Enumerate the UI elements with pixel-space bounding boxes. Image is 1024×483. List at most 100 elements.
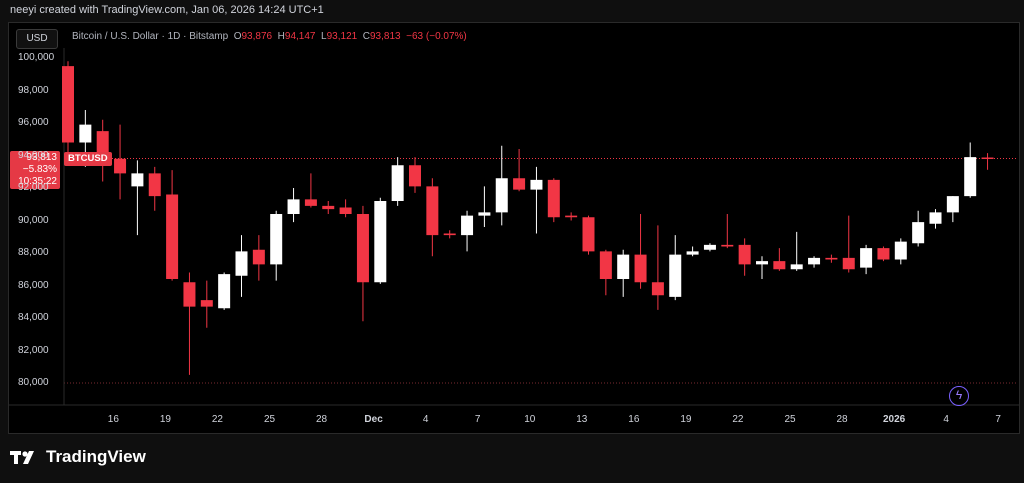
candle-body [391, 165, 404, 201]
y-tick-label: 100,000 [18, 52, 55, 63]
candle-body [235, 251, 248, 276]
candle-body [634, 254, 647, 283]
x-tick-label: 4 [943, 414, 949, 425]
candle-body [894, 241, 907, 260]
candle-body [409, 165, 421, 187]
tradingview-logo-icon [10, 451, 34, 464]
candle-body [773, 261, 786, 270]
candle-body [374, 201, 387, 283]
open-value: 93,876 [241, 31, 273, 42]
open-label: O [233, 31, 242, 42]
x-tick-label: Dec [364, 414, 383, 425]
last-price: 93,813 [26, 152, 57, 163]
candle-body [946, 196, 959, 213]
low-value: 93,121 [326, 31, 358, 42]
candle-body [495, 178, 508, 213]
high-label: H [277, 31, 285, 42]
candle-body [356, 214, 369, 283]
candle-body [426, 186, 439, 236]
high-value: 94,147 [284, 31, 316, 42]
y-tick-label: 88,000 [18, 247, 49, 258]
candle-body [912, 222, 925, 244]
candle-body [79, 124, 92, 143]
last-change: −5.83% [22, 164, 57, 175]
x-tick-label: 13 [576, 414, 588, 425]
x-tick-label: 28 [315, 414, 328, 425]
currency-button[interactable]: USD [16, 29, 58, 49]
x-tick-label: 25 [784, 414, 796, 425]
candle-body [738, 244, 751, 265]
candle-body [270, 214, 283, 265]
x-tick-label: 16 [628, 414, 640, 425]
candle-body [842, 257, 855, 270]
candle-body [304, 199, 317, 206]
candle-body [703, 244, 716, 250]
last-price-badge: 93,813 −5.83% 10:35:22 [10, 151, 60, 189]
brand-name: TradingView [46, 447, 146, 466]
candle-body [114, 158, 127, 174]
candle-body [443, 233, 456, 236]
bar-countdown: 10:35:22 [18, 176, 57, 187]
x-tick-label: 4 [422, 414, 429, 425]
candle-body [721, 244, 734, 247]
candle-body [808, 257, 821, 265]
watermark-header: neeyi created with TradingView.com, Jan … [10, 4, 324, 16]
candle-body [148, 173, 161, 197]
candle-body [565, 215, 578, 218]
x-tick-label: 22 [732, 414, 744, 425]
x-tick-label: 19 [159, 414, 171, 425]
candle-body [790, 264, 803, 270]
candle-body [582, 217, 595, 252]
x-tick-label: 7 [995, 414, 1001, 425]
low-label: L [321, 31, 327, 42]
candle-body [825, 257, 838, 260]
x-tick-label: 7 [474, 414, 481, 425]
candle-body [547, 179, 560, 218]
y-tick-label: 94,000 [18, 149, 49, 161]
candle-body [252, 249, 265, 265]
candle-body [287, 199, 300, 214]
y-tick-label: 96,000 [18, 117, 49, 128]
candle-body [877, 248, 890, 260]
y-tick-label: 80,000 [18, 377, 49, 388]
candle-body [62, 66, 74, 143]
y-tick-label: 98,000 [18, 84, 49, 96]
close-value: 93,813 [370, 31, 401, 42]
candle-body [218, 274, 231, 309]
x-tick-label: 22 [211, 414, 223, 425]
close-label: C [362, 31, 370, 42]
symbol-tag: BTCUSD [64, 152, 112, 166]
candle-body [981, 157, 994, 160]
x-tick-label: 2026 [882, 414, 906, 425]
candle-body [929, 212, 942, 224]
candle-body [669, 254, 682, 297]
x-tick-label: 28 [836, 414, 848, 425]
candle-body [200, 300, 213, 307]
candle-body [478, 212, 491, 216]
candle-body [131, 173, 144, 187]
candle-body [339, 207, 352, 214]
candle-body [599, 251, 612, 279]
candle-body [686, 251, 699, 255]
ohlc-legend: Bitcoin / U.S. Dollar · 1D · Bitstamp O9… [72, 31, 467, 42]
y-tick-label: 84,000 [18, 312, 49, 323]
change-value: −63 (−0.07%) [406, 31, 467, 42]
candle-body [513, 178, 526, 190]
lightning-icon[interactable]: ϟ [949, 386, 969, 406]
x-tick-label: 19 [680, 414, 692, 425]
y-tick-label: 90,000 [18, 214, 49, 226]
candle-body [461, 215, 474, 236]
candle-body [756, 261, 768, 265]
symbol-description: Bitcoin / U.S. Dollar · 1D · Bitstamp [72, 31, 229, 42]
candle-body [166, 194, 179, 279]
candle-body [530, 179, 543, 190]
y-tick-label: 82,000 [18, 344, 49, 356]
candle-body [964, 157, 977, 197]
candle-body [322, 205, 335, 210]
candle-body [617, 254, 630, 279]
candle-body [183, 282, 196, 307]
x-tick-label: 16 [107, 414, 119, 425]
y-tick-label: 92,000 [18, 182, 49, 193]
tradingview-brand: TradingView [10, 447, 146, 467]
